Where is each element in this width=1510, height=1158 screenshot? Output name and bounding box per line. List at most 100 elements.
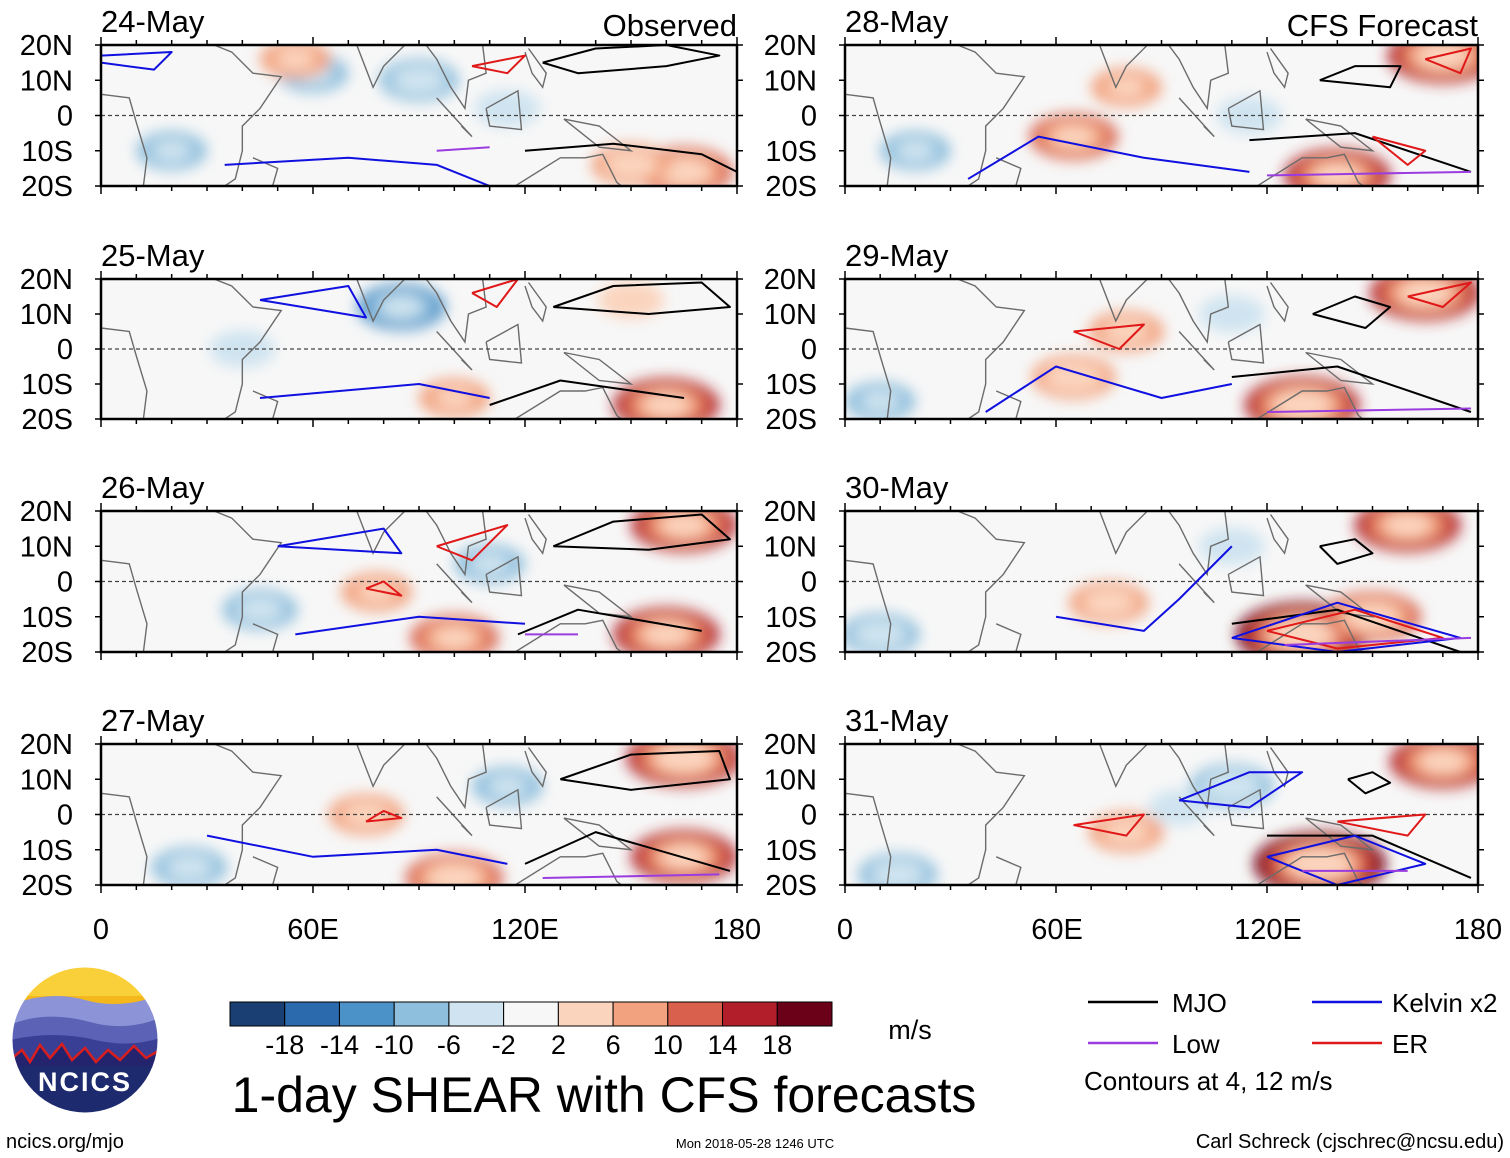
contour-kelvin-x2	[206, 834, 508, 865]
coastline	[845, 45, 1026, 186]
lat-tick-label: 0	[801, 101, 817, 133]
lat-tick-label: 10N	[20, 299, 73, 331]
figure-title: 1-day SHEAR with CFS forecasts	[232, 1067, 977, 1123]
shear-anomaly-blob	[151, 139, 192, 162]
coastline	[101, 45, 283, 186]
shear-anomaly-blob	[1202, 770, 1262, 803]
colorbar-tick-label: -2	[492, 1030, 516, 1060]
contour-er	[1371, 135, 1427, 166]
shear-anomaly-blob	[275, 48, 316, 71]
shear-anomaly-blob	[604, 150, 658, 180]
contour-er	[1337, 813, 1427, 837]
shear-anomaly-blob	[654, 744, 714, 773]
shear-anomaly-blob	[469, 552, 510, 575]
coastline	[563, 584, 634, 618]
colorbar-tick-label: 6	[606, 1030, 621, 1060]
coastline	[1084, 279, 1230, 344]
contour-mjo	[1231, 608, 1461, 652]
coastline	[1255, 852, 1365, 885]
contour-er	[471, 279, 519, 308]
lat-tick-label: 0	[57, 334, 73, 366]
coastline	[436, 796, 473, 837]
shear-anomaly-blob	[356, 581, 397, 604]
shear-anomaly-blob	[1148, 789, 1210, 826]
lat-tick-label: 20N	[20, 496, 73, 528]
panel-date-label: 26-May	[101, 470, 205, 505]
coastline	[485, 89, 523, 131]
shear-anomaly-blob	[871, 860, 925, 885]
lat-tick-label: 20S	[21, 870, 73, 902]
contour-levels-note: Contours at 4, 12 m/s	[1084, 1066, 1333, 1096]
lon-tick-label: 120E	[1234, 914, 1302, 946]
lat-tick-label: 10S	[765, 369, 817, 401]
lon-tick-label: 180	[713, 914, 761, 946]
coastline	[1255, 153, 1365, 186]
website-link[interactable]: ncics.org/mjo	[6, 1131, 124, 1153]
coastline	[1178, 796, 1215, 837]
contour-mjo	[1267, 834, 1472, 879]
coastline	[1227, 89, 1265, 131]
contour-er	[471, 54, 526, 75]
lat-tick-label: 20N	[764, 264, 817, 296]
colorbar-swatch	[612, 1001, 669, 1027]
coastline	[341, 511, 487, 577]
contour-er	[436, 524, 509, 562]
lat-tick-label: 20N	[764, 30, 817, 62]
lat-tick-label: 20S	[21, 637, 73, 669]
lon-tick-label: 120E	[491, 914, 559, 946]
contour-mjo	[1312, 295, 1392, 329]
shear-anomaly-blob	[1198, 295, 1265, 333]
lat-tick-label: 10N	[764, 65, 817, 97]
lat-tick-label: 0	[801, 800, 817, 832]
contour-mjo	[542, 45, 721, 75]
contour-er	[1424, 47, 1472, 75]
lat-tick-label: 10S	[21, 369, 73, 401]
coastline	[1266, 48, 1289, 89]
contour-er	[365, 809, 403, 823]
shear-anomaly-blob	[1384, 513, 1432, 537]
lat-tick-label: 10N	[20, 764, 73, 796]
lat-tick-label: 20S	[21, 171, 73, 203]
legend-label-kelvin: Kelvin x2	[1392, 988, 1498, 1018]
coastline	[1305, 584, 1375, 618]
contour-mjo	[1231, 365, 1472, 413]
panel-date-label: 27-May	[101, 703, 205, 738]
panel-date-label: 24-May	[101, 4, 205, 39]
contour-mjo	[1249, 132, 1472, 173]
coastline	[1305, 118, 1375, 152]
contour-er	[1266, 608, 1444, 650]
contour-kelvin-x2	[224, 156, 491, 186]
shear-anomaly-blob	[1416, 45, 1470, 69]
lat-tick-label: 10S	[21, 602, 73, 634]
contour-mjo	[489, 379, 685, 406]
panel-date-label: 25-May	[101, 238, 205, 273]
coastline	[563, 118, 634, 152]
contour-kelvin-x2	[259, 383, 490, 399]
contour-legend: MJO Kelvin x2 Low ER Contours at 4, 12 m…	[1084, 988, 1498, 1096]
contour-kelvin-x2	[985, 365, 1233, 413]
coastline	[845, 744, 1026, 885]
contour-kelvin-x2	[967, 135, 1250, 180]
shear-anomaly-blob	[1082, 588, 1136, 617]
coastline	[1227, 788, 1265, 830]
contour-low	[436, 146, 490, 152]
lat-tick-label: 0	[801, 334, 817, 366]
coastline	[101, 279, 283, 419]
shear-anomaly-blob	[426, 863, 482, 885]
coastline	[1178, 563, 1215, 604]
coastline	[101, 744, 283, 885]
lat-tick-label: 10S	[765, 602, 817, 634]
lat-tick-label: 10S	[765, 835, 817, 867]
coastline	[524, 514, 547, 555]
contour-low	[1266, 407, 1471, 413]
coastline	[341, 45, 487, 111]
lat-tick-label: 20N	[764, 729, 817, 761]
shear-anomaly-blob	[1102, 819, 1150, 845]
lat-tick-label: 10N	[764, 299, 817, 331]
shear-anomaly-blob	[860, 390, 901, 413]
lon-tick-label: 0	[837, 914, 853, 946]
shear-anomaly-blob	[1272, 390, 1332, 419]
coastline	[436, 331, 473, 371]
